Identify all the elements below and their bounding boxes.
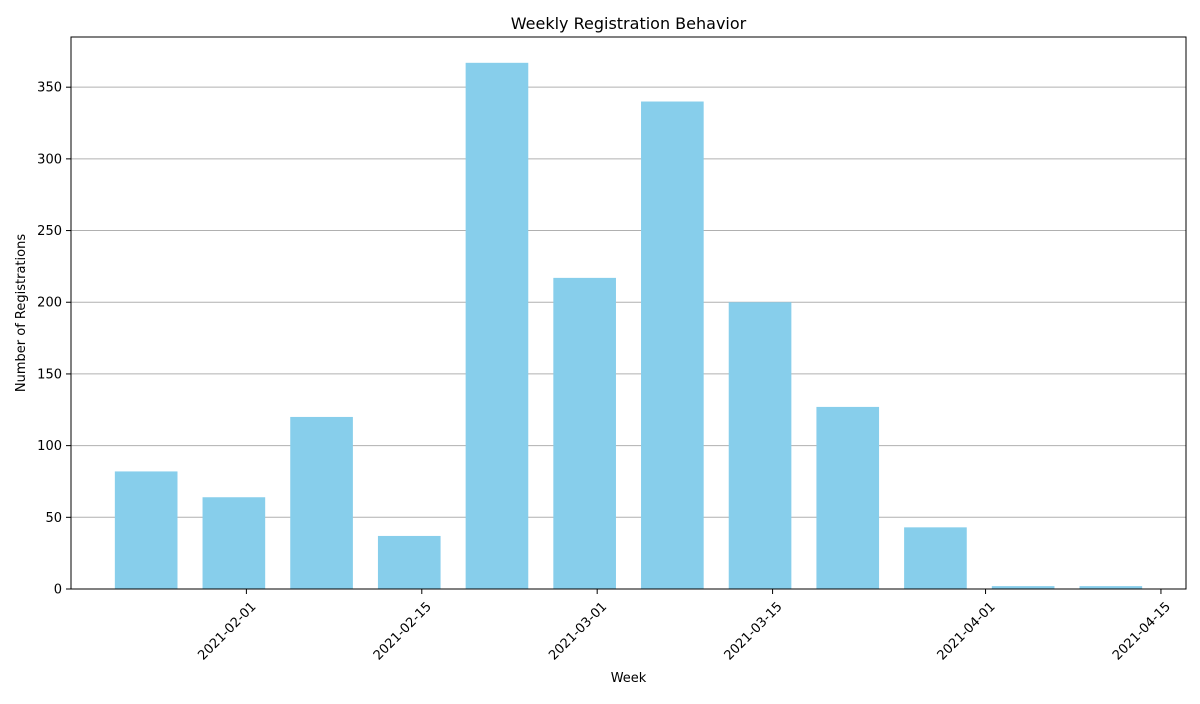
y-tick-label: 50 [45,511,62,526]
grid-lines [71,86,1186,518]
bar [991,586,1055,589]
bar [1079,586,1143,589]
y-tick-label: 250 [37,224,62,239]
y-tick-label: 350 [37,81,62,96]
y-axis-title: Number of Registrations [14,234,29,392]
x-tick-label: 2021-03-01 [546,599,610,663]
bar [641,101,704,590]
x-tick-label: 2021-02-01 [195,599,259,663]
y-axis-ticks: 0 50 100 150 200 250 300 350 [37,81,71,598]
bar [114,471,178,589]
bar [904,527,967,589]
bar [290,416,353,589]
x-tick-label: 2021-02-15 [371,599,435,663]
y-tick-label: 150 [37,367,62,382]
x-tick-label: 2021-04-15 [1110,599,1174,663]
bars [114,62,1143,590]
bar [728,302,792,589]
y-tick-label: 200 [37,296,62,311]
bar [816,406,880,589]
chart-title: Weekly Registration Behavior [511,14,747,33]
x-tick-label: 2021-04-01 [935,599,999,663]
y-tick-label: 100 [37,439,62,454]
y-tick-label: 0 [54,583,62,598]
x-axis-title: Week [611,671,647,686]
x-tick-label: 2021-03-15 [722,599,786,663]
bar [553,277,616,589]
bar [202,497,266,589]
bar [465,62,529,589]
x-axis-ticks: 2021-02-01 2021-02-15 2021-03-01 2021-03-15… [195,589,1174,663]
bar [377,535,441,589]
y-tick-label: 300 [37,152,62,167]
plot-frame [70,36,1187,590]
